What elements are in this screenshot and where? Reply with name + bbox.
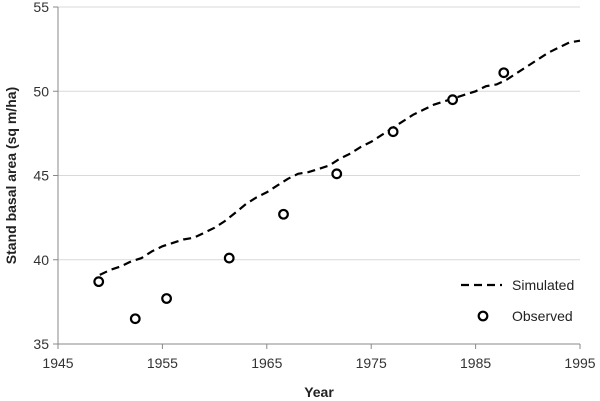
x-tick-label: 1965 [251,355,282,371]
axes: 35 40 45 50 55 1945 1955 1965 1975 1985 1995 [33,0,595,371]
x-tick-label: 1975 [356,355,387,371]
observed-point [223,252,235,264]
y-axis-title: Stand basal area (sq m/ha) [3,87,19,264]
observed-point [331,168,343,180]
y-tick-label: 50 [33,83,49,99]
y-tick-label: 45 [33,168,49,184]
x-axis-title: Year [304,384,334,400]
y-tick-label: 40 [33,252,49,268]
observed-point [129,313,141,325]
y-tick-label: 35 [33,336,49,352]
legend-simulated-label: Simulated [512,277,574,293]
observed-point [161,293,172,304]
observed-point [278,208,289,220]
observed-point [498,67,510,79]
x-tick-label: 1945 [42,355,73,371]
observed-point [93,276,105,288]
legend-observed-label: Observed [512,308,573,324]
legend: Simulated Observed [461,277,574,324]
x-tick-label: 1985 [460,355,491,371]
y-tick-label: 55 [33,0,49,15]
series-layer [93,39,581,325]
observed-point [447,94,459,106]
series-simulated-line [99,39,581,276]
gridlines [58,6,580,345]
observed-point [387,126,399,138]
x-tick-label: 1955 [147,355,178,371]
x-tick-label: 1995 [564,355,595,371]
legend-observed-marker [477,310,489,322]
